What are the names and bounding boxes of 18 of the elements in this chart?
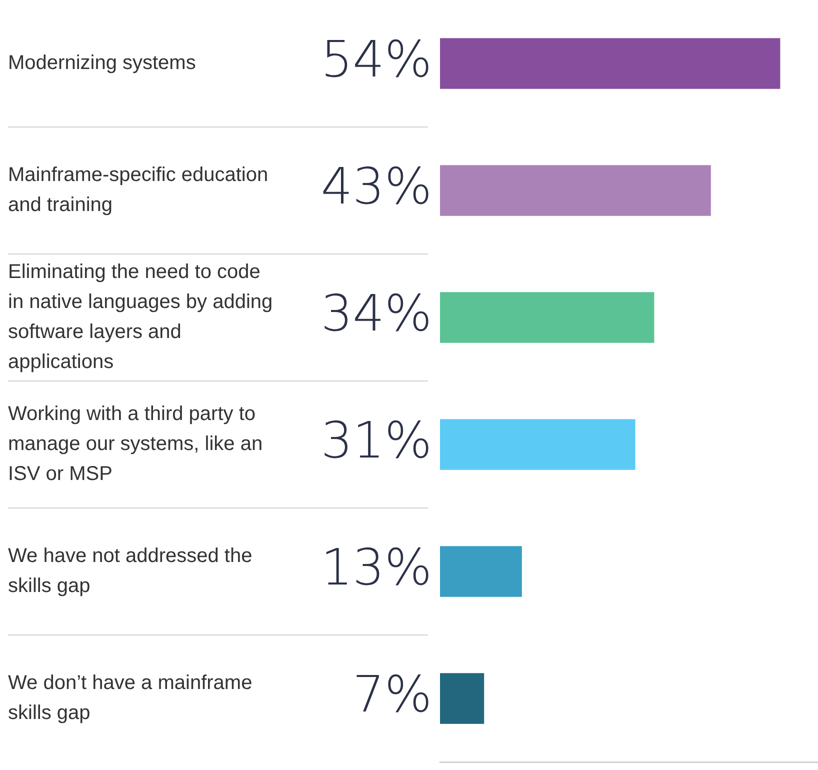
y-tick-label: Modernizing systems — [8, 52, 196, 74]
bar — [440, 673, 484, 724]
y-tick-label: We don’t have a mainframe skills gap — [8, 672, 252, 724]
y-tick-label: We have not addressed the skills gap — [8, 545, 252, 598]
data-label: 13% — [320, 538, 432, 596]
bar — [440, 292, 654, 343]
bar — [440, 38, 780, 89]
bar — [440, 546, 522, 597]
data-label: 34% — [320, 284, 432, 342]
data-label: 31% — [320, 411, 432, 470]
data-label: 54% — [320, 30, 432, 88]
y-tick-label: Mainframe-specific education and training — [8, 164, 268, 216]
bar — [440, 165, 711, 216]
y-tick-label: Working with a third party to manage our systems, like an ISV or MSP — [8, 403, 263, 486]
y-tick-label: Eliminating the need to code in native languages by adding software layers and applications — [8, 261, 273, 374]
data-label: 43% — [320, 157, 432, 216]
data-label: 7% — [352, 665, 432, 724]
bar — [440, 419, 636, 470]
